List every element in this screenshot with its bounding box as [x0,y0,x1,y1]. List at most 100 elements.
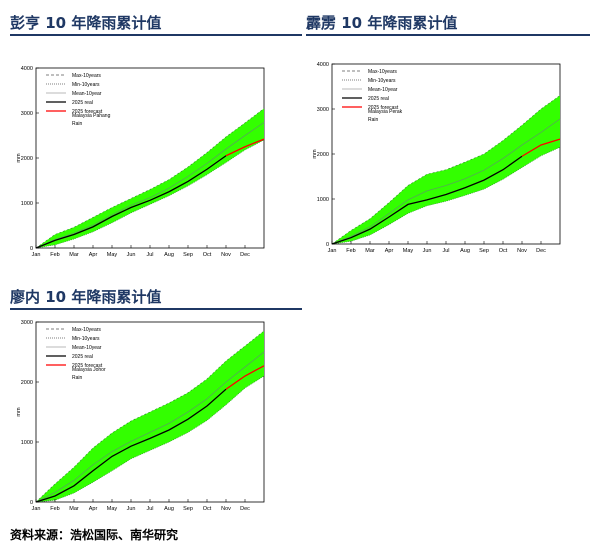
y-tick-label: 0 [30,500,33,506]
series-line-min [331,146,561,245]
x-tick-label: Nov [221,252,231,258]
y-axis-label: mm [16,407,22,417]
series-line-2025-forecast [225,138,265,157]
x-tick-label: Jul [146,252,153,258]
series-line-min [35,139,265,249]
y-axis-label: mm [16,153,22,163]
series-line-mean [35,122,265,249]
x-tick-label: May [107,252,118,258]
legend-note: Malaysia Perak [368,109,403,115]
x-tick-label: Aug [460,248,470,254]
series-line-2025-real [35,388,227,503]
y-tick-label: 2000 [317,152,329,158]
y-tick-label: 4000 [317,62,329,68]
y-tick-label: 4000 [21,66,33,72]
series-line-mean [331,118,561,245]
legend-note: Rain [72,121,83,127]
x-tick-label: Apr [89,252,98,258]
x-tick-label: Feb [50,506,59,512]
x-tick-label: Feb [346,248,355,254]
legend-note: Rain [72,375,83,381]
legend-label: 2025 real [368,96,389,102]
x-tick-label: Mar [365,248,375,254]
x-tick-label: Jan [32,506,41,512]
x-tick-label: Jun [423,248,432,254]
band-max-min [36,108,264,248]
x-tick-label: Nov [517,248,527,254]
legend-label: 2025 forecast [72,363,103,369]
legend-label: Max-10years [72,73,101,79]
series-line-max [35,108,265,249]
legend-note: Malaysia Pahang [72,113,111,119]
series-line-max [331,95,561,245]
x-tick-label: Jan [32,252,41,258]
y-tick-label: 0 [326,242,329,248]
x-tick-label: Apr [89,506,98,512]
x-tick-label: Sep [183,506,193,512]
y-tick-label: 1000 [21,440,33,446]
x-tick-label: Feb [50,252,59,258]
source-note: 资料来源：浩松国际、南华研究 [10,528,179,542]
y-tick-label: 2000 [21,380,33,386]
y-axis-label: mm [312,149,318,159]
x-tick-label: Oct [203,252,212,258]
x-tick-label: Jun [127,252,136,258]
legend-label: 2025 forecast [72,109,103,115]
x-tick-label: Jun [127,506,136,512]
series-line-2025-real [35,155,227,249]
legend-label: Min-10years [72,336,100,342]
chart-svg: 0 1000 2000 3000 mm Jan Feb Mar Apr May Jun Jul Aug S… [16,320,265,512]
x-tick-label: Sep [479,248,489,254]
x-tick-label: May [107,506,118,512]
legend-label: Max-10years [368,69,397,75]
y-tick-label: 3000 [317,107,329,113]
chart-title: 彭亨 10 年降雨累计值 [10,14,162,32]
chart-title: 廖内 10 年降雨累计值 [10,288,162,306]
x-tick-label: Nov [221,506,231,512]
x-tick-label: Jul [442,248,449,254]
x-tick-label: Mar [69,252,79,258]
y-tick-label: 2000 [21,156,33,162]
legend-label: Min-10years [72,82,100,88]
chart-panel-pahang: 彭亨 10 年降雨累计值 0 1000 2000 3000 4000 mm Jan Feb Ma… [10,12,302,262]
x-tick-label: Oct [499,248,508,254]
series-line-min [35,375,265,503]
x-tick-label: Aug [164,252,174,258]
y-tick-label: 3000 [21,320,33,326]
x-tick-label: Aug [164,506,174,512]
x-tick-label: Apr [385,248,394,254]
x-tick-label: Mar [69,506,79,512]
x-tick-label: Dec [240,506,250,512]
chart-svg: 0 1000 2000 3000 4000 mm Jan Feb Mar Apr May Jun Jul… [312,62,561,254]
legend-label: Min-10years [368,78,396,84]
chart-panel-riau: 廖内 10 年降雨累计值 0 1000 2000 3000 mm Jan Feb Mar Apr… [10,286,302,520]
legend-note: Malaysia Johor [72,367,106,373]
y-tick-label: 1000 [317,197,329,203]
y-tick-label: 3000 [21,111,33,117]
legend-label: 2025 forecast [368,105,399,111]
series-line-2025-real [331,155,523,245]
y-tick-label: 0 [30,246,33,252]
y-tick-label: 1000 [21,201,33,207]
chart-panel-perak: 霹雳 10 年降雨累计值 0 1000 2000 3000 4000 mm Jan Feb Ma… [306,12,590,262]
band-max-min [36,331,264,502]
series-line-mean [35,351,265,503]
title-divider [10,34,302,36]
legend-label: Mean-10year [368,87,398,93]
legend-note: Rain [368,117,379,123]
x-tick-label: Jan [328,248,337,254]
series-line-2025-forecast [521,138,561,157]
legend-label: Max-10years [72,327,101,333]
x-tick-label: Oct [203,506,212,512]
legend-label: Mean-10year [72,345,102,351]
x-tick-label: Dec [536,248,546,254]
x-tick-label: May [403,248,414,254]
x-tick-label: Dec [240,252,250,258]
legend-label: 2025 real [72,100,93,106]
legend-label: Mean-10year [72,91,102,97]
title-divider [306,34,590,36]
series-line-2025-forecast [225,365,265,390]
legend-label: 2025 real [72,354,93,360]
x-tick-label: Sep [183,252,193,258]
chart-svg: 0 1000 2000 3000 4000 mm Jan Feb Mar Apr May Jun Jul… [16,66,265,258]
